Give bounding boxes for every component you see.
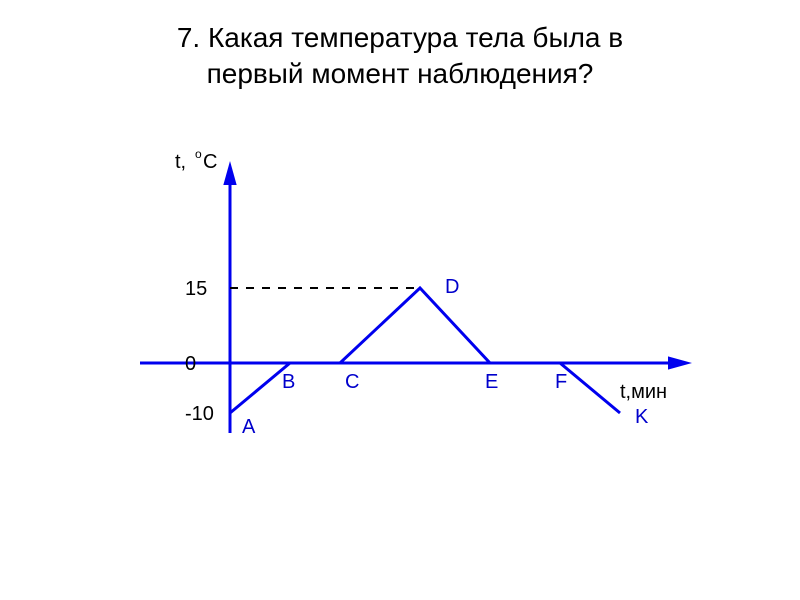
title-line-2: первый момент наблюдения? (207, 58, 594, 89)
svg-text:o: o (195, 147, 202, 161)
svg-text:E: E (485, 371, 498, 393)
svg-text:C: C (345, 371, 359, 393)
svg-text:B: B (282, 371, 295, 393)
svg-text:A: A (242, 416, 256, 438)
title-line-1: 7. Какая температура тела была в (177, 22, 623, 53)
question-title: 7. Какая температура тела была в первый … (40, 20, 760, 93)
svg-text:D: D (445, 276, 459, 298)
svg-text:15: 15 (185, 278, 207, 300)
svg-text:K: K (635, 406, 649, 428)
temperature-chart: t,oCt,мин150-10ABCDEFK (100, 123, 700, 523)
svg-text:t,мин: t,мин (620, 381, 667, 403)
svg-text:t,: t, (175, 151, 186, 173)
svg-text:F: F (555, 371, 567, 393)
svg-text:-10: -10 (185, 403, 214, 425)
svg-text:C: C (203, 151, 217, 173)
chart-svg: t,oCt,мин150-10ABCDEFK (100, 123, 700, 523)
svg-text:0: 0 (185, 353, 196, 375)
